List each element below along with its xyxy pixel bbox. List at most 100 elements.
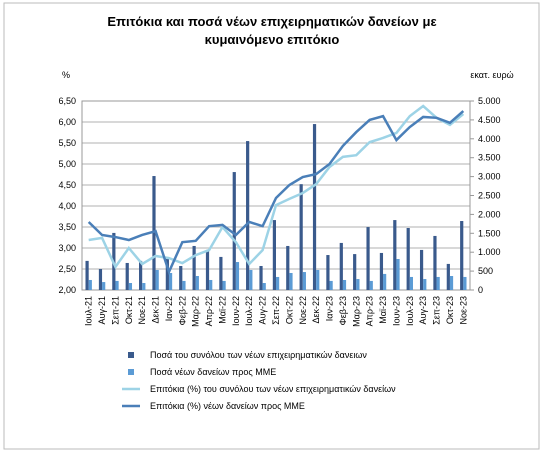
x-tick-label: Ιαν-23 [325,296,335,321]
y2-tick-label: 2.000 [478,209,501,219]
x-tick-label: Ιουλ-23 [405,296,415,326]
bar [192,245,196,290]
bar [168,272,173,290]
bar [205,249,210,290]
x-tick-label: Ιουλ-22 [244,296,254,326]
bar [433,235,437,290]
bar [353,254,357,290]
bar [276,276,280,290]
bar [85,260,89,290]
bar [406,228,410,290]
x-tick-label: Οκτ-21 [124,296,134,324]
bar [393,220,397,290]
bar [446,263,450,290]
bar [139,260,143,290]
x-tick-label: Αυγ-23 [418,296,428,324]
x-tick-label: Δεκ-22 [311,296,321,324]
bar [299,184,303,290]
x-tick-label: Μαϊ-23 [378,296,388,324]
y-tick-label: 5,50 [58,138,76,148]
y-tick-label: 6,00 [58,117,76,127]
bar [379,252,384,290]
bar [219,256,223,290]
bar [272,220,276,290]
y2-tick-label: 500 [478,266,493,276]
bar [115,280,119,290]
bar [409,276,413,290]
bar [369,280,373,290]
y2-tick-label: 4.000 [478,134,501,144]
x-tick-label: Νοε-23 [458,296,468,325]
bar [312,124,317,290]
x-tick-label: Ιουν-23 [391,296,401,326]
line [87,110,465,276]
bar [222,280,226,290]
y2-tick-label: 1.000 [478,247,501,257]
bar [460,221,464,290]
x-tick-label: Αυγ-21 [97,296,107,324]
x-tick-label: Ιουλ-21 [84,296,94,326]
chart-title: κυμαινόμενο επιτόκιο [205,32,340,47]
legend-label: Επιτόκια (%) νέων δανείων προς ΜΜΕ [150,401,305,411]
bar [449,276,454,290]
legend-label: Ποσά του συνόλου των νέων επιχειρηματικώ… [150,350,367,360]
bar [463,276,467,290]
chart-title: Επιτόκια και ποσά νέων επιχειρηματικών δ… [107,14,436,29]
bar [235,262,240,290]
legend-swatch [128,352,134,358]
y-tick-label: 4,50 [58,180,76,190]
bar [366,227,370,290]
y-axis-label: % [62,70,70,80]
bar [125,262,129,290]
x-tick-label: Νοε-22 [298,296,308,325]
bar [195,276,199,290]
bar [262,283,266,290]
line [88,104,465,270]
bar [102,282,106,290]
y2-tick-label: 1.500 [478,228,501,238]
x-tick-label: Αυγ-22 [258,296,268,324]
bar [128,283,133,290]
y2-axis-label: εκατ. ευρώ [470,70,513,80]
x-tick-label: Μαρ-23 [351,296,361,327]
x-tick-label: Φεβ-22 [177,296,187,325]
x-tick-label: Μαρ-22 [191,296,201,327]
x-tick-label: Σεπ-22 [271,296,281,325]
bar [342,279,347,290]
bar [326,255,330,290]
x-tick-label: Σεπ-21 [110,296,120,325]
y-tick-label: 3,00 [58,243,76,253]
bar [88,279,92,290]
y-tick-label: 6,50 [58,96,76,106]
x-tick-label: Δεκ-21 [151,296,161,324]
bar [423,279,427,290]
x-tick-label: Απρ-22 [204,296,214,326]
bar [152,176,156,290]
x-tick-label: Σεπ-23 [432,296,442,325]
y2-tick-label: 3.500 [478,153,501,163]
x-tick-label: Ιαν-22 [164,296,174,321]
bar [339,242,343,290]
bar [356,279,360,290]
x-tick-label: Μαϊ-22 [217,296,227,324]
x-tick-label: Οκτ-23 [445,296,455,324]
bar [436,276,440,290]
y2-tick-label: 2.500 [478,191,501,201]
bar [329,280,333,290]
bar [232,172,236,290]
bar [289,272,293,290]
bar [182,280,186,290]
bar [98,269,103,290]
x-tick-label: Φεβ-23 [338,296,348,325]
y-tick-label: 2,00 [58,285,76,295]
bar [383,273,387,290]
x-tick-label: Οκτ-22 [284,296,294,324]
y-tick-label: 4,00 [58,201,76,211]
bar [316,269,320,290]
y-tick-label: 2,50 [58,264,76,274]
bar [396,259,400,290]
bar [155,269,159,290]
bar [419,249,424,290]
x-tick-label: Νοε-21 [137,296,147,325]
